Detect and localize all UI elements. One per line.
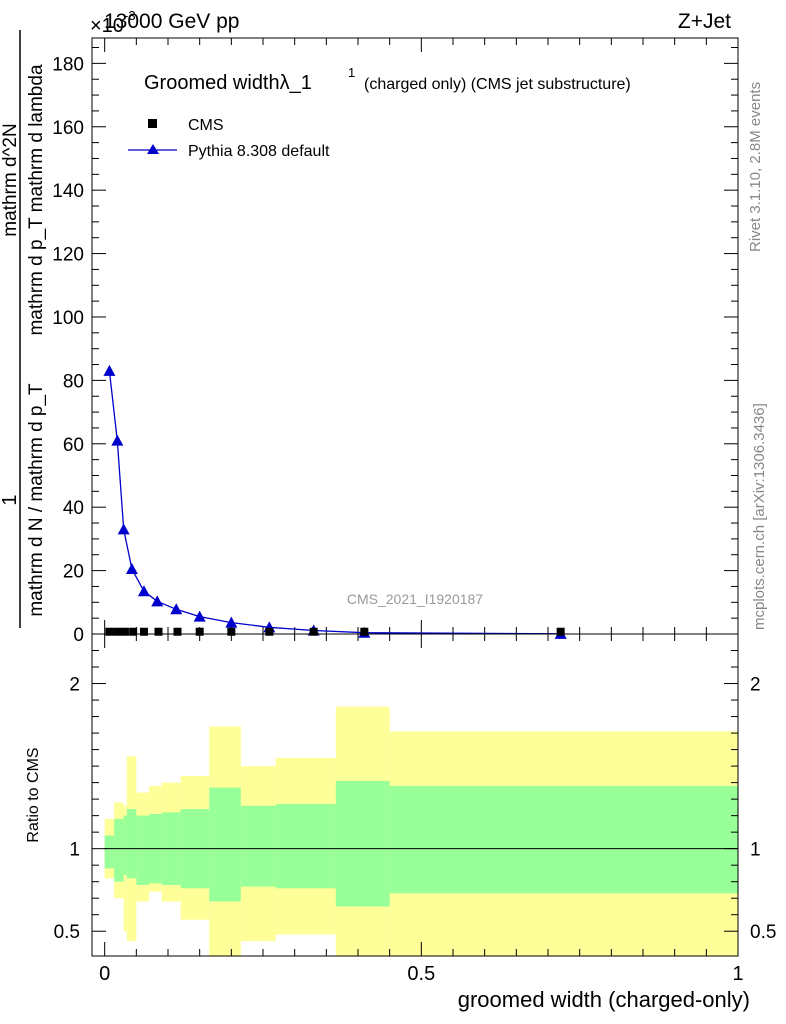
cms-point bbox=[227, 627, 236, 636]
legend-cms-marker bbox=[148, 119, 157, 128]
ratio-ytick-label: 2 bbox=[69, 675, 80, 696]
main-ytick-label: 140 bbox=[52, 181, 84, 202]
ratio-xtick-label: 0 bbox=[99, 963, 110, 985]
plot-title: Groomed widthλ_1 bbox=[144, 72, 312, 94]
main-ylabel: 1 mathrm d N / mathrm d p_T mathrm d^2N … bbox=[0, 30, 47, 628]
cms-point bbox=[173, 627, 182, 636]
plot-subtitle: (charged only) (CMS jet substructure) bbox=[364, 76, 631, 93]
pythia-point bbox=[137, 585, 150, 597]
ratio-inner-band bbox=[114, 818, 124, 882]
ratio-plot: 0.5 0.5 1 1 2 2 0 0.5 1 bbox=[54, 633, 776, 985]
ratio-inner-band bbox=[136, 815, 149, 885]
ratio-inner-band bbox=[209, 787, 241, 902]
cms-point bbox=[105, 627, 114, 636]
pythia-point bbox=[111, 434, 124, 446]
cms-point bbox=[154, 627, 163, 636]
main-ytick-label: 180 bbox=[52, 54, 84, 75]
cms-point bbox=[309, 627, 318, 636]
main-ytick-label: 160 bbox=[52, 118, 84, 139]
main-ytick-label: 100 bbox=[52, 308, 84, 329]
pythia-point bbox=[151, 595, 164, 607]
xlabel: groomed width (charged-only) bbox=[458, 987, 750, 1012]
ratio-inner-band bbox=[104, 835, 115, 869]
main-ytick-label: 20 bbox=[63, 562, 84, 583]
legend: CMS Pythia 8.308 default bbox=[128, 117, 330, 160]
cms-point bbox=[360, 627, 369, 636]
ratio-ytick-label: 0.5 bbox=[54, 922, 80, 943]
main-ytick-label: 0 bbox=[73, 625, 84, 646]
legend-pythia-label: Pythia 8.308 default bbox=[188, 143, 330, 160]
pythia-point bbox=[125, 563, 138, 575]
ratio-ytick-label-right: 0.5 bbox=[750, 922, 776, 943]
cms-point bbox=[139, 627, 148, 636]
main-ytick-label: 80 bbox=[63, 371, 84, 392]
plot-title-sup: 1 bbox=[348, 65, 355, 80]
ratio-inner-band bbox=[389, 785, 738, 894]
ylabel-num-line3: mathrm d p_T mathrm d lambda bbox=[26, 64, 47, 335]
cms-point bbox=[113, 627, 122, 636]
pythia-point bbox=[170, 603, 183, 615]
ratio-ytick-label: 1 bbox=[69, 840, 80, 861]
ratio-ytick-label-right: 2 bbox=[750, 675, 761, 696]
ratio-xtick-label: 0.5 bbox=[407, 963, 435, 985]
cms-point bbox=[129, 627, 138, 636]
header-left: 13000 GeV pp bbox=[104, 10, 239, 33]
header-right: Z+Jet bbox=[678, 10, 731, 33]
main-plot: 0 20 40 60 80 100 120 140 160 180 bbox=[52, 37, 739, 646]
cms-point bbox=[556, 627, 565, 636]
ylabel-numerator: 1 bbox=[0, 494, 21, 505]
ratio-ytick-label-right: 1 bbox=[750, 840, 761, 861]
ratio-inner-band bbox=[335, 780, 390, 907]
pythia-point bbox=[225, 616, 238, 628]
rivet-label: Rivet 3.1.10, 2.8M events bbox=[747, 82, 764, 252]
ratio-inner-band bbox=[123, 815, 127, 876]
mcplots-label: mcplots.cern.ch [arXiv:1306.3436] bbox=[751, 403, 768, 630]
pythia-point bbox=[193, 610, 206, 622]
ratio-frame bbox=[91, 633, 739, 957]
cms-point bbox=[195, 627, 204, 636]
legend-cms-label: CMS bbox=[188, 117, 224, 134]
exponent-base: ×10 bbox=[90, 15, 124, 37]
legend-pythia-marker bbox=[147, 144, 159, 154]
ratio-inner-band bbox=[275, 804, 336, 889]
main-ytick-label: 40 bbox=[63, 498, 84, 519]
pythia-point bbox=[117, 523, 130, 535]
ratio-xtick-label: 1 bbox=[732, 963, 743, 985]
ratio-inner-band bbox=[240, 805, 276, 887]
ylabel-num-line2: mathrm d^2N bbox=[0, 123, 21, 236]
ratio-inner-band bbox=[126, 809, 137, 879]
exponent-power: -3 bbox=[124, 8, 136, 23]
pythia-line bbox=[108, 370, 561, 635]
cms-point bbox=[265, 627, 274, 636]
watermark: CMS_2021_I1920187 bbox=[347, 591, 483, 607]
cms-point bbox=[120, 627, 129, 636]
ylabel-denominator: mathrm d N / mathrm d p_T bbox=[26, 383, 47, 617]
main-ytick-label: 120 bbox=[52, 245, 84, 266]
pythia-point bbox=[103, 364, 116, 376]
ratio-ylabel: Ratio to CMS bbox=[25, 747, 42, 842]
main-ytick-label: 60 bbox=[63, 435, 84, 456]
